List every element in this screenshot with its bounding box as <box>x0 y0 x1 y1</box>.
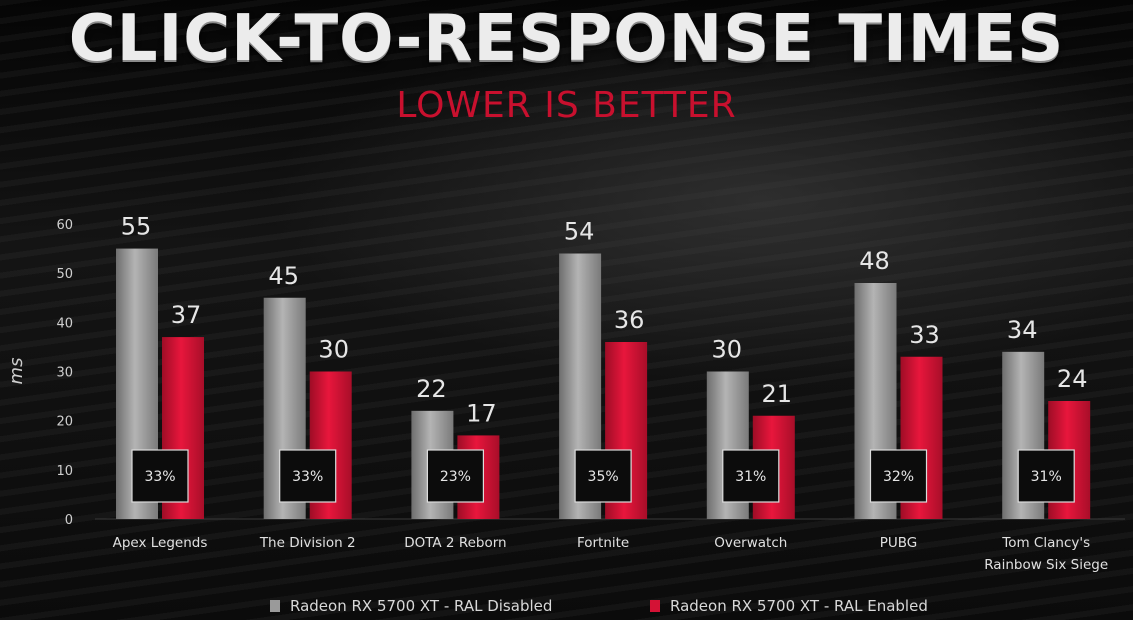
data-label-disabled: 22 <box>416 375 447 403</box>
y-tick-label: 60 <box>56 218 73 233</box>
legend-item-disabled: Radeon RX 5700 XT - RAL Disabled <box>270 596 552 616</box>
data-label-enabled: 36 <box>614 306 645 334</box>
y-tick-label: 20 <box>56 415 73 430</box>
improvement-percent: 31% <box>735 469 766 485</box>
x-tick-label: PUBG <box>880 535 918 551</box>
data-label-disabled: 54 <box>564 218 595 246</box>
improvement-percent: 32% <box>883 469 914 485</box>
x-tick-label: Fortnite <box>577 535 629 551</box>
y-tick-label: 50 <box>56 267 73 282</box>
x-tick-label: DOTA 2 Reborn <box>404 535 506 551</box>
y-tick-label: 40 <box>56 316 73 331</box>
y-axis-label: ms <box>6 358 27 385</box>
data-label-disabled: 30 <box>712 336 743 364</box>
improvement-box <box>722 449 780 503</box>
improvement-percent: 35% <box>588 469 619 485</box>
data-label-disabled: 48 <box>859 247 890 275</box>
improvement-box <box>426 449 484 503</box>
data-label-enabled: 33 <box>909 321 940 349</box>
legend-item-enabled: Radeon RX 5700 XT - RAL Enabled <box>650 596 928 616</box>
improvement-box <box>279 449 337 503</box>
data-label-disabled: 55 <box>121 213 152 241</box>
improvement-percent: 23% <box>440 469 471 485</box>
data-label-disabled: 34 <box>1007 316 1038 344</box>
improvement-box <box>1017 449 1075 503</box>
x-tick-label: Apex Legends <box>113 535 208 551</box>
legend-swatch-enabled <box>650 600 660 612</box>
improvement-percent: 33% <box>292 469 323 485</box>
x-tick-label: Overwatch <box>714 535 787 551</box>
data-label-disabled: 45 <box>268 262 299 290</box>
x-tick-label: The Division 2 <box>259 535 356 551</box>
data-label-enabled: 37 <box>171 301 202 329</box>
improvement-percent: 31% <box>1031 469 1062 485</box>
legend-label-enabled: Radeon RX 5700 XT - RAL Enabled <box>670 597 928 615</box>
legend-swatch-disabled <box>270 600 280 612</box>
chart-title: CLICK-TO-RESPONSE TIMES <box>68 2 1065 76</box>
y-tick-label: 30 <box>56 366 73 381</box>
improvement-box <box>131 449 189 503</box>
legend-label-disabled: Radeon RX 5700 XT - RAL Disabled <box>290 597 553 615</box>
data-label-enabled: 30 <box>318 336 349 364</box>
data-label-enabled: 24 <box>1057 365 1088 393</box>
improvement-percent: 33% <box>144 469 175 485</box>
y-tick-label: 0 <box>65 513 73 528</box>
chart-subtitle: LOWER IS BETTER <box>396 85 737 126</box>
x-tick-label: Tom Clancy's <box>1001 535 1090 551</box>
improvement-box <box>574 449 632 503</box>
x-tick-label: Rainbow Six Siege <box>984 557 1108 573</box>
improvement-box <box>869 449 928 503</box>
data-label-enabled: 21 <box>762 380 793 408</box>
data-label-enabled: 17 <box>466 399 497 427</box>
y-tick-label: 10 <box>56 464 73 479</box>
